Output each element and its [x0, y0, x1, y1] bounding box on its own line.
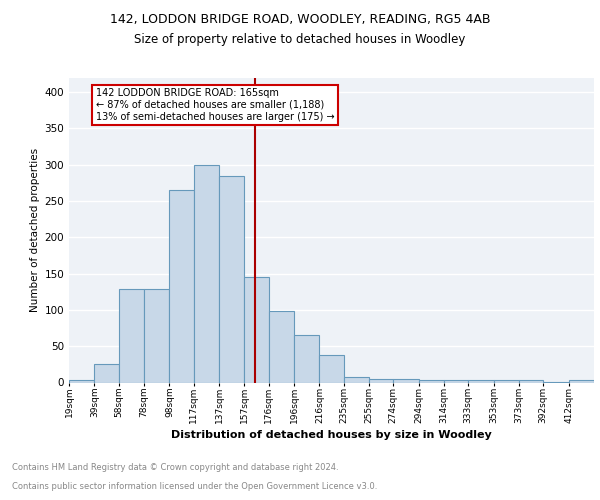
Bar — [369, 379, 393, 382]
Bar — [169, 190, 194, 382]
Bar — [69, 380, 94, 382]
Text: 142, LODDON BRIDGE ROAD, WOODLEY, READING, RG5 4AB: 142, LODDON BRIDGE ROAD, WOODLEY, READIN… — [110, 12, 490, 26]
Bar — [419, 380, 444, 382]
Text: Contains public sector information licensed under the Open Government Licence v3: Contains public sector information licen… — [12, 482, 377, 491]
Bar — [319, 355, 344, 382]
Bar — [344, 376, 369, 382]
Text: 142 LODDON BRIDGE ROAD: 165sqm
← 87% of detached houses are smaller (1,188)
13% : 142 LODDON BRIDGE ROAD: 165sqm ← 87% of … — [95, 88, 334, 122]
Bar — [194, 166, 219, 382]
Y-axis label: Number of detached properties: Number of detached properties — [30, 148, 40, 312]
Bar — [519, 380, 543, 382]
Bar — [119, 289, 144, 382]
Text: Contains HM Land Registry data © Crown copyright and database right 2024.: Contains HM Land Registry data © Crown c… — [12, 464, 338, 472]
X-axis label: Distribution of detached houses by size in Woodley: Distribution of detached houses by size … — [171, 430, 492, 440]
Bar — [94, 364, 119, 382]
Bar — [219, 176, 244, 382]
Bar — [494, 380, 519, 382]
Bar — [569, 380, 594, 382]
Text: Size of property relative to detached houses in Woodley: Size of property relative to detached ho… — [134, 32, 466, 46]
Bar — [269, 312, 294, 382]
Bar — [294, 334, 319, 382]
Bar — [468, 380, 494, 382]
Bar — [444, 380, 468, 382]
Bar — [144, 289, 169, 382]
Bar — [244, 277, 269, 382]
Bar — [393, 379, 419, 382]
